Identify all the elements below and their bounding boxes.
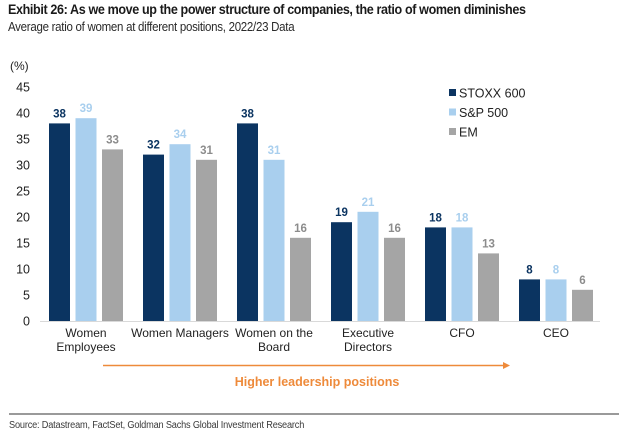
y-tick-label: 45 [16, 81, 30, 95]
annotation-arrow-head [503, 362, 510, 369]
bar-value-label: 33 [106, 134, 119, 146]
bar-em [478, 253, 499, 321]
legend: STOXX 600 S&P 500 EM [449, 87, 526, 140]
y-tick-label: 35 [16, 133, 30, 147]
y-tick-label: 30 [16, 159, 30, 173]
bar-value-label: 31 [200, 145, 213, 157]
y-tick-label: 40 [16, 107, 30, 121]
bar-stoxx-600 [49, 123, 70, 322]
x-tick-label-line: Women [65, 326, 106, 340]
bar-value-label: 34 [174, 129, 187, 141]
bar-em [102, 149, 123, 321]
x-tick-label-line: Executive [342, 326, 394, 340]
y-tick-label: 0 [23, 315, 30, 329]
x-tick-label-line: Directors [344, 340, 392, 354]
bar-value-label: 8 [553, 264, 560, 276]
y-axis-label: (%) [10, 59, 29, 73]
y-tick-label: 25 [16, 185, 30, 199]
legend-swatch [449, 108, 456, 116]
bar-stoxx-600 [237, 123, 258, 322]
bar-s-p-500 [545, 279, 567, 321]
x-tick-label-line: CFO [449, 326, 474, 340]
x-tick-label-line: Women on the [235, 326, 313, 340]
bar-value-label: 18 [429, 212, 442, 224]
y-axis-ticks: 0 5 10 15 20 25 30 35 40 45 [16, 81, 30, 329]
bar-value-label: 38 [241, 108, 254, 120]
bar-value-label: 32 [147, 140, 160, 152]
x-tick-label: CEO [543, 326, 569, 340]
source-divider [9, 413, 619, 415]
bars [49, 118, 593, 322]
y-tick-label: 20 [16, 211, 30, 225]
bar-value-label: 31 [268, 145, 281, 157]
bar-em [572, 289, 593, 321]
legend-label: S&P 500 [459, 106, 508, 120]
source-note: Source: Datastream, FactSet, Goldman Sac… [9, 420, 305, 431]
bar-value-label: 13 [482, 238, 495, 250]
x-tick-label: Women Employees [56, 326, 115, 354]
bar-s-p-500 [263, 159, 285, 321]
bar-value-label: 21 [362, 197, 375, 209]
bar-value-label: 18 [456, 212, 469, 224]
x-tick-label: Women Managers [131, 326, 229, 340]
x-tick-label-line: Employees [56, 340, 115, 354]
x-tick-label-line: CEO [543, 326, 569, 340]
bar-em [290, 237, 311, 321]
bar-value-label: 6 [579, 275, 585, 287]
chart-subtitle: Average ratio of women at different posi… [8, 20, 295, 34]
legend-swatch [449, 128, 456, 135]
annotation: Higher leadership positions [103, 362, 510, 389]
bar-stoxx-600 [425, 227, 446, 321]
bar-value-label: 19 [335, 207, 348, 219]
legend-swatch [449, 89, 456, 96]
bar-s-p-500 [169, 144, 191, 321]
annotation-text: Higher leadership positions [235, 375, 400, 389]
bar-value-label: 16 [294, 223, 307, 235]
legend-label: EM [459, 126, 478, 140]
chart-title: Exhibit 26: As we move up the power stru… [8, 2, 526, 17]
bar-stoxx-600 [331, 222, 352, 321]
bar-labels: 38 32 38 19 18 8 39 34 31 21 18 8 33 31 16 16 13 6 [53, 103, 586, 287]
bar-stoxx-600 [143, 154, 164, 321]
bar-em [196, 159, 217, 321]
bar-s-p-500 [357, 211, 379, 321]
y-tick-label: 5 [23, 289, 30, 303]
x-tick-label: CFO [449, 326, 474, 340]
bar-value-label: 16 [388, 223, 401, 235]
x-tick-label: Women on the Board [235, 326, 313, 354]
bar-value-label: 38 [53, 108, 66, 120]
y-tick-label: 15 [16, 237, 30, 251]
bar-s-p-500 [451, 227, 473, 321]
legend-label: STOXX 600 [459, 87, 526, 101]
x-tick-label: Executive Directors [342, 326, 394, 354]
bar-s-p-500 [75, 118, 97, 321]
bar-value-label: 8 [526, 264, 533, 276]
bar-stoxx-600 [519, 279, 540, 321]
y-tick-label: 10 [16, 263, 30, 277]
x-tick-label-line: Women Managers [131, 326, 229, 340]
bar-value-label: 39 [80, 103, 93, 115]
x-tick-label-line: Board [258, 340, 290, 354]
x-axis-labels: Women Employees Women Managers Women on the… [56, 326, 569, 354]
bar-chart: (%) 0 5 10 15 20 25 30 35 40 45 38 32 38 19 18 8 39 34 31… [10, 59, 600, 389]
bar-em [384, 237, 405, 321]
